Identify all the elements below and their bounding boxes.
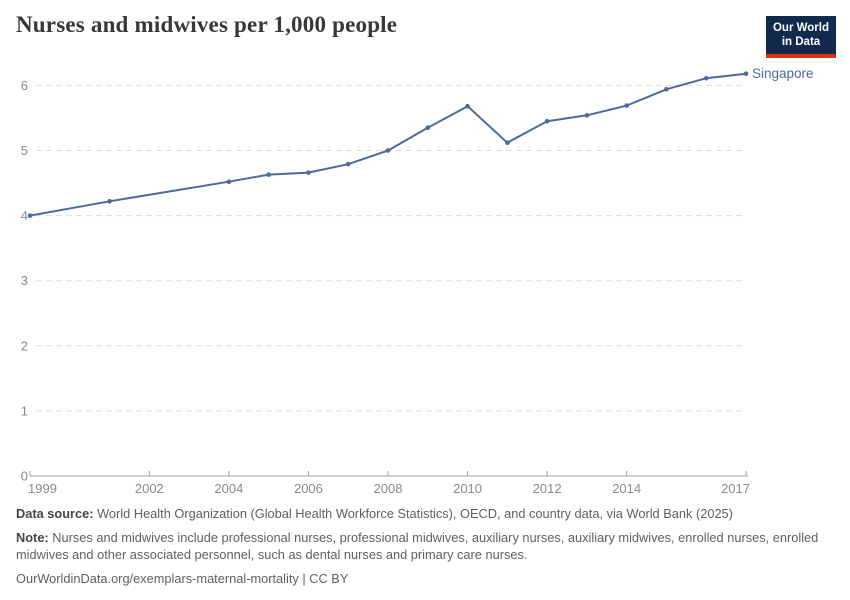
note-label: Note: bbox=[16, 529, 49, 545]
chart-svg: 0 1 2 3 4 5 6 1999 2002 2004 2006 2008 2010 2012 2014 2… bbox=[21, 66, 814, 496]
owid-logo: Our World in Data bbox=[766, 16, 836, 58]
y-axis-tick-label: 0 bbox=[21, 469, 28, 484]
y-axis-tick-label: 6 bbox=[21, 78, 28, 93]
data-point[interactable] bbox=[584, 113, 590, 118]
data-point[interactable] bbox=[743, 71, 749, 76]
x-axis-tick-label: 2008 bbox=[374, 481, 403, 496]
data-point[interactable] bbox=[107, 198, 112, 204]
owid-logo-line2: in Data bbox=[781, 36, 821, 49]
data-point[interactable] bbox=[306, 170, 311, 175]
citation-line: OurWorldinData.org/exemplars-maternal-mo… bbox=[16, 570, 349, 586]
x-axis-tick-label: 2002 bbox=[135, 481, 164, 496]
chart: 0 1 2 3 4 5 6 1999 2002 2004 2006 2008 2010 2012 2014 2… bbox=[0, 55, 850, 500]
y-axis-tick-label: 3 bbox=[21, 273, 28, 288]
y-axis-tick-label: 1 bbox=[21, 403, 28, 418]
data-source-label: Data source: bbox=[16, 506, 94, 521]
y-axis-tick-label: 2 bbox=[21, 338, 28, 353]
data-point[interactable] bbox=[664, 87, 669, 92]
data-source-text: World Health Organization (Global Health… bbox=[93, 506, 733, 521]
data-point[interactable] bbox=[465, 103, 470, 109]
data-point[interactable] bbox=[544, 118, 550, 124]
data-point[interactable] bbox=[266, 172, 271, 177]
owid-logo-line1: Our World bbox=[772, 22, 829, 34]
chart-footer: Data source: World Health Organization (… bbox=[16, 506, 834, 595]
data-point[interactable] bbox=[703, 75, 709, 81]
x-axis-tick-label: 2012 bbox=[533, 481, 562, 496]
data-point[interactable] bbox=[27, 213, 33, 218]
data-source-line: Data source: World Health Organization (… bbox=[16, 506, 834, 523]
x-axis-tick-label: 1999 bbox=[28, 481, 57, 496]
note-line: Note: Nurses and midwives include profes… bbox=[16, 530, 834, 564]
data-point[interactable] bbox=[385, 148, 391, 153]
x-axis-tick-label: 2014 bbox=[612, 481, 641, 496]
data-point[interactable] bbox=[425, 125, 431, 131]
x-axis-tick-label: 2004 bbox=[214, 481, 243, 496]
data-point[interactable] bbox=[505, 140, 510, 145]
note-text: Nurses and midwives include professional… bbox=[16, 529, 819, 562]
data-point[interactable] bbox=[624, 103, 629, 108]
x-axis-tick-label: 2006 bbox=[294, 481, 323, 496]
x-axis-tick-label: 2017 bbox=[721, 481, 750, 496]
series-end-label: Singapore bbox=[752, 66, 814, 81]
y-axis-tick-label: 5 bbox=[21, 143, 28, 158]
data-point[interactable] bbox=[226, 179, 232, 185]
data-point[interactable] bbox=[345, 161, 351, 167]
x-axis-tick-label: 2010 bbox=[453, 481, 482, 496]
y-axis-tick-label: 4 bbox=[21, 208, 28, 223]
page-title: Nurses and midwives per 1,000 people bbox=[16, 12, 398, 37]
series-line[interactable] bbox=[29, 72, 747, 217]
